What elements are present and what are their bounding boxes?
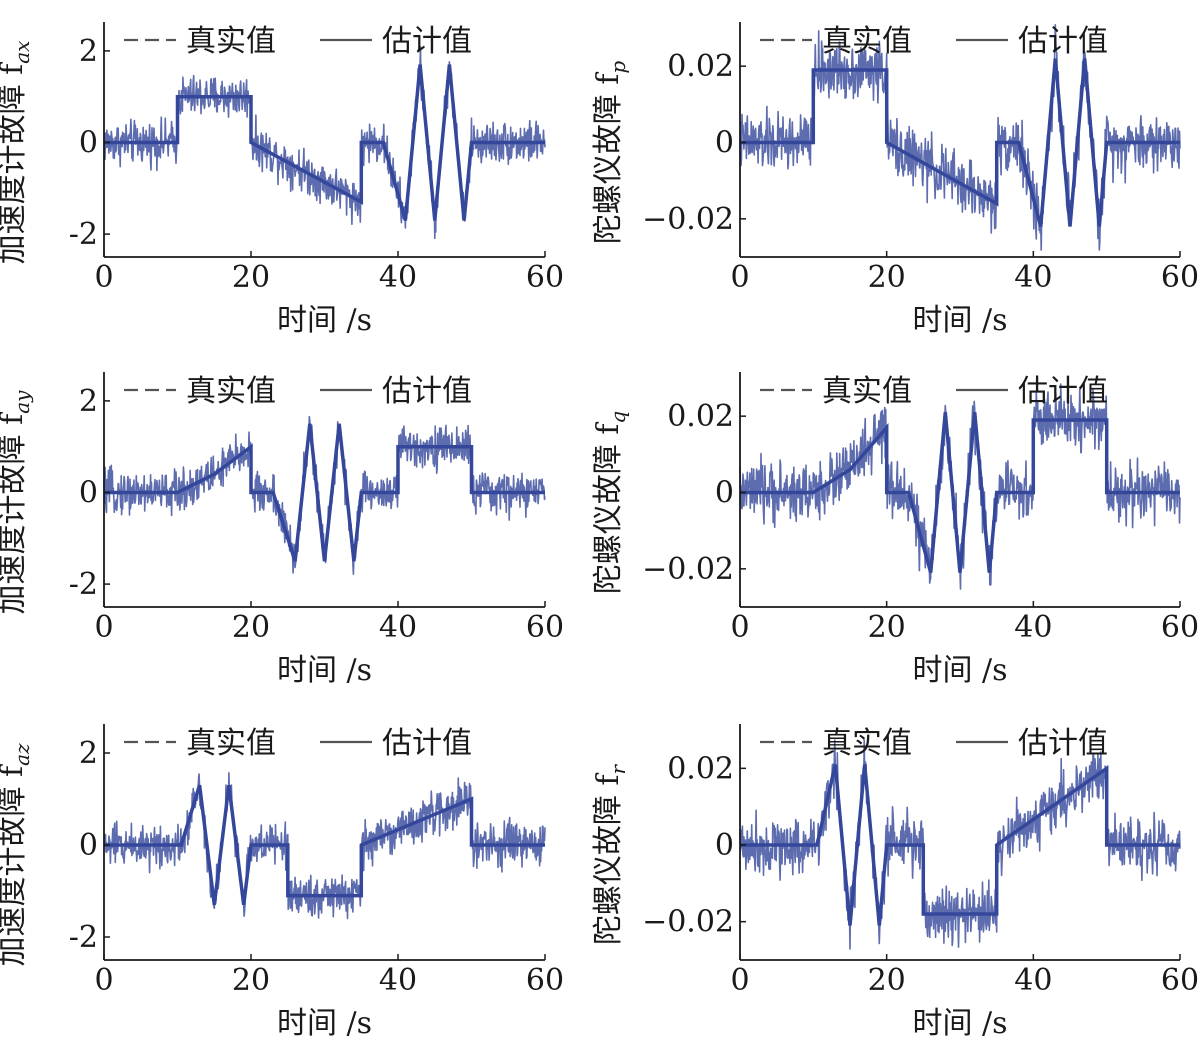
x-axis-title: 时间 /s (277, 1006, 372, 1041)
y-axis-title: 加速度计故障 fax (0, 41, 34, 265)
x-tick-label: 20 (232, 963, 270, 998)
y-tick-label: -2 (69, 567, 98, 602)
y-axis-title-main: 陀螺仪故障 f (591, 422, 626, 595)
x-axis-title: 时间 /s (277, 303, 372, 338)
x-tick-label: 60 (1161, 963, 1199, 998)
y-tick-label: 0.02 (667, 49, 734, 84)
x-tick-label: 60 (526, 963, 564, 998)
y-axis-title-main: 加速度计故障 f (0, 764, 30, 967)
y-axis-title-main: 加速度计故障 f (0, 62, 30, 265)
series-line-estimate-mean (740, 412, 1180, 574)
legend-estimate-label: 估计值 (1018, 726, 1108, 761)
x-tick-label: 20 (868, 260, 906, 295)
x-axis-title: 时间 /s (912, 1006, 1007, 1041)
series-line-estimate-mean (104, 423, 545, 562)
legend-true-label: 真实值 (186, 24, 276, 59)
plot-area (739, 24, 1181, 251)
x-tick-label: 0 (730, 610, 749, 645)
x-tick-label: 0 (94, 963, 113, 998)
y-axis-title: 加速度计故障 fay (0, 390, 34, 615)
panel-fay: 0 20 40 60 -2 0 2 时间 /s 加速度计故障 fay 真实值 估计值 (0, 372, 564, 688)
y-tick-label: 2 (79, 384, 98, 419)
y-axis-title-subscript: ax (10, 41, 34, 64)
y-tick-label: 0 (79, 828, 98, 863)
y-axis-title-main: 加速度计故障 f (0, 412, 30, 615)
legend-true-label: 真实值 (822, 24, 912, 59)
panel-faz: 0 20 40 60 -2 0 2 时间 /s 加速度计故障 faz 真实值 估计值 (0, 724, 564, 1041)
x-tick-label: 60 (526, 260, 564, 295)
x-tick-label: 20 (232, 610, 270, 645)
plot-area (103, 415, 546, 575)
y-tick-label: -2 (69, 217, 98, 252)
y-tick-label: 0 (715, 828, 734, 863)
series-line-estimate-mean (740, 58, 1180, 227)
x-axis-title: 时间 /s (912, 303, 1007, 338)
x-tick-label: 20 (232, 260, 270, 295)
legend-true-label: 真实值 (186, 374, 276, 409)
legend-estimate-label: 估计值 (1018, 24, 1108, 59)
y-tick-label: 0.02 (667, 399, 734, 434)
y-tick-label: −0.02 (642, 552, 734, 587)
y-axis-title: 陀螺仪故障 fp (591, 61, 630, 245)
x-tick-label: 0 (730, 260, 749, 295)
series-line-estimate (739, 24, 1181, 251)
x-tick-label: 60 (1161, 610, 1199, 645)
plot-area (103, 46, 546, 240)
y-tick-label: 2 (79, 34, 98, 69)
legend-true-label: 真实值 (822, 726, 912, 761)
x-tick-label: 0 (94, 260, 113, 295)
y-axis-title-subscript: p (606, 61, 630, 74)
legend-estimate-label: 估计值 (1018, 374, 1108, 409)
panel-fp: 0 20 40 60 −0.02 0 0.02 时间 /s 陀螺仪故障 fp 真实值 估计值 (591, 22, 1199, 338)
legend-true-label: 真实值 (186, 726, 276, 761)
x-tick-label: 20 (868, 610, 906, 645)
legend-estimate-label: 估计值 (382, 374, 472, 409)
x-tick-label: 0 (94, 610, 113, 645)
panel-fax: 0 20 40 60 -2 0 2 时间 /s 加速度计故障 fax 真实值 估计值 (0, 22, 564, 338)
y-axis-title-subscript: r (606, 763, 630, 774)
legend-true-label: 真实值 (822, 374, 912, 409)
legend-estimate-label: 估计值 (382, 726, 472, 761)
x-tick-label: 40 (379, 610, 417, 645)
y-tick-label: 0 (715, 126, 734, 161)
x-tick-label: 40 (1014, 610, 1052, 645)
plot-area (103, 772, 546, 920)
series-line-estimate-mean (104, 784, 545, 906)
y-axis-title: 加速度计故障 faz (0, 743, 34, 967)
y-axis-title-subscript: q (606, 411, 630, 424)
legend-estimate-label: 估计值 (382, 24, 472, 59)
x-tick-label: 0 (730, 963, 749, 998)
x-tick-label: 40 (379, 260, 417, 295)
y-tick-label: 0.02 (667, 751, 734, 786)
series-line-estimate-mean (104, 64, 545, 221)
y-axis-title-main: 陀螺仪故障 f (591, 773, 626, 946)
panel-fq: 0 20 40 60 −0.02 0 0.02 时间 /s 陀螺仪故障 fq 真实值 估计值 (591, 372, 1199, 688)
y-tick-label: 0 (79, 126, 98, 161)
y-tick-label: 2 (79, 736, 98, 771)
x-tick-label: 40 (1014, 260, 1052, 295)
x-tick-label: 40 (379, 963, 417, 998)
y-axis-title: 陀螺仪故障 fq (591, 411, 630, 594)
x-axis-title: 时间 /s (277, 653, 372, 688)
plot-area (739, 739, 1181, 950)
y-tick-label: -2 (69, 920, 98, 955)
x-tick-label: 60 (1161, 260, 1199, 295)
y-tick-label: −0.02 (642, 905, 734, 940)
y-axis-title-main: 陀螺仪故障 f (591, 72, 626, 245)
series-line-estimate-mean (740, 764, 1180, 926)
y-axis-title-subscript: ay (10, 390, 34, 414)
y-tick-label: 0 (79, 476, 98, 511)
y-tick-label: −0.02 (642, 202, 734, 237)
y-tick-label: 0 (715, 476, 734, 511)
x-tick-label: 40 (1014, 963, 1052, 998)
panel-fr: 0 20 40 60 −0.02 0 0.02 时间 /s 陀螺仪故障 fr 真实值 估计值 (591, 724, 1199, 1041)
x-tick-label: 20 (868, 963, 906, 998)
x-axis-title: 时间 /s (912, 653, 1007, 688)
y-axis-title: 陀螺仪故障 fr (591, 763, 630, 945)
y-axis-title-subscript: az (10, 743, 34, 766)
plot-area (739, 383, 1181, 590)
x-tick-label: 60 (526, 610, 564, 645)
